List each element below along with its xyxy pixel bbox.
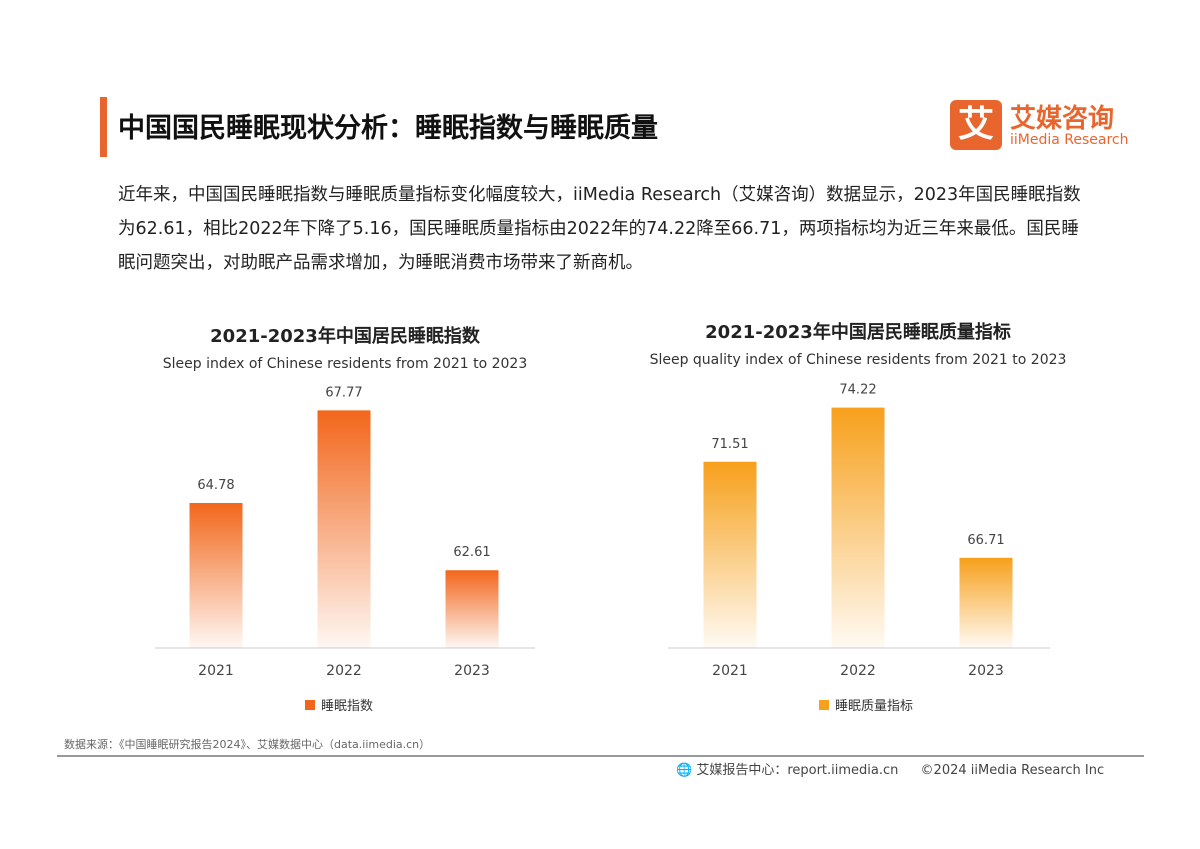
bar	[445, 570, 499, 648]
x-tick-label: 2022	[840, 663, 876, 679]
bar	[703, 461, 757, 648]
globe-icon: 🌐	[676, 763, 693, 778]
chart-1-title: 2021-2023年中国居民睡眠指数	[210, 326, 480, 347]
chart-1-subtitle: Sleep index of Chinese residents from 20…	[162, 356, 528, 372]
title-accent-bar	[100, 97, 107, 157]
chart-2-subtitle: Sleep quality index of Chinese residents…	[649, 352, 1067, 368]
copyright: ©2024 iiMedia Research Inc	[920, 763, 1105, 778]
summary-paragraph: 近年来，中国国民睡眠指数与睡眠质量指标变化幅度较大，iiMedia Resear…	[118, 185, 1081, 273]
bar	[317, 410, 371, 648]
x-tick-label: 2021	[712, 663, 748, 679]
legend-swatch	[819, 700, 829, 710]
data-label: 64.78	[197, 478, 234, 493]
data-label: 62.61	[453, 545, 490, 560]
data-source: 数据来源：《中国睡眠研究报告2024》、艾媒数据中心（data.iimedia.…	[64, 738, 431, 751]
report-link[interactable]: 艾媒报告中心：report.iimedia.cn	[696, 763, 899, 778]
logo-cn: 艾媒咨询	[1010, 104, 1115, 134]
x-tick-label: 2023	[968, 663, 1004, 679]
footer: 🌐 艾媒报告中心：report.iimedia.cn ©2024 iiMedia…	[676, 759, 1104, 778]
x-tick-label: 2022	[326, 663, 362, 679]
legend-label: 睡眠指数	[321, 699, 373, 714]
chart-2-title: 2021-2023年中国居民睡眠质量指标	[705, 322, 1011, 343]
data-label: 66.71	[967, 533, 1004, 548]
bar	[189, 503, 243, 648]
data-label: 67.77	[325, 385, 362, 400]
bar	[831, 407, 885, 648]
logo-mark: 艾	[950, 100, 1002, 150]
footer-divider	[57, 755, 1144, 757]
x-tick-label: 2023	[454, 663, 490, 679]
logo-en: iiMedia Research	[1010, 132, 1129, 148]
bar	[959, 557, 1013, 648]
data-label: 71.51	[711, 437, 748, 452]
x-tick-label: 2021	[198, 663, 234, 679]
page-title: 中国国民睡眠现状分析：睡眠指数与睡眠质量	[118, 113, 658, 144]
legend-swatch	[305, 700, 315, 710]
data-label: 74.22	[839, 383, 876, 398]
legend-label: 睡眠质量指标	[835, 699, 913, 714]
